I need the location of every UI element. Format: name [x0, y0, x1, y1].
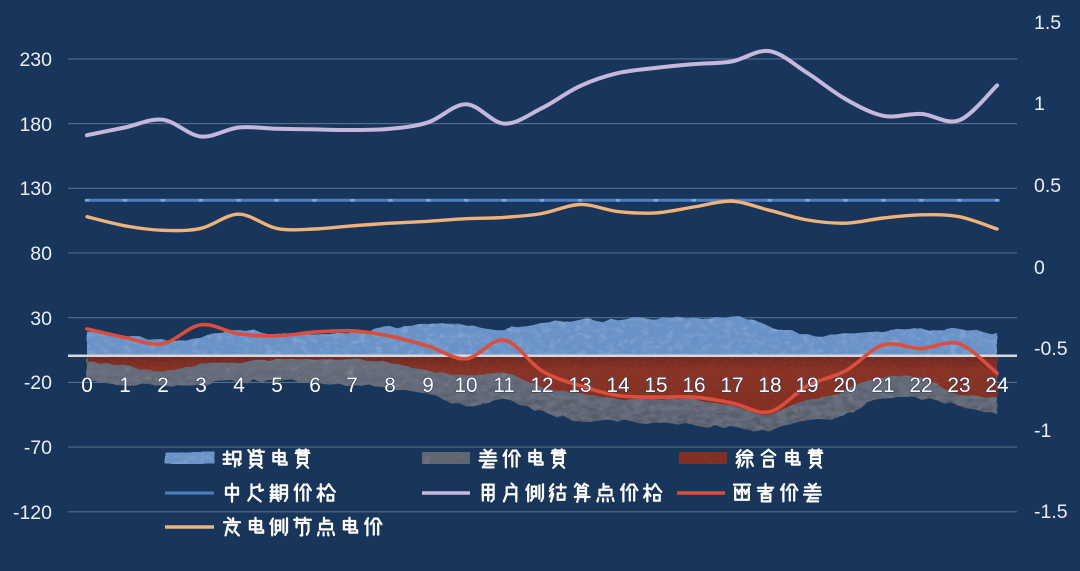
svg-text:2: 2: [157, 374, 169, 397]
svg-text:9: 9: [422, 374, 434, 397]
svg-text:24: 24: [985, 374, 1008, 397]
svg-text:16: 16: [682, 374, 705, 397]
svg-text:7: 7: [346, 374, 358, 397]
svg-text:10: 10: [454, 374, 477, 397]
svg-text:-0.5: -0.5: [1034, 338, 1068, 360]
svg-text:21: 21: [871, 374, 894, 397]
svg-text:-120: -120: [13, 502, 52, 524]
svg-text:1: 1: [1034, 93, 1045, 115]
svg-text:3: 3: [195, 374, 207, 397]
svg-text:-20: -20: [24, 372, 52, 394]
svg-text:19: 19: [795, 374, 818, 397]
svg-text:12: 12: [530, 374, 553, 397]
svg-text:1.5: 1.5: [1034, 12, 1061, 34]
svg-text:130: 130: [19, 178, 52, 200]
svg-text:15: 15: [644, 374, 667, 397]
svg-text:8: 8: [384, 374, 396, 397]
svg-text:4: 4: [233, 374, 245, 397]
svg-text:13: 13: [568, 374, 591, 397]
svg-text:20: 20: [833, 374, 856, 397]
svg-text:23: 23: [947, 374, 970, 397]
svg-text:0: 0: [1034, 257, 1045, 279]
svg-text:180: 180: [19, 114, 52, 136]
svg-text:0: 0: [81, 374, 93, 397]
svg-text:0.5: 0.5: [1034, 175, 1061, 197]
svg-text:-1.5: -1.5: [1034, 501, 1068, 523]
svg-text:230: 230: [19, 49, 52, 71]
svg-text:11: 11: [493, 374, 515, 397]
svg-text:5: 5: [271, 374, 283, 397]
svg-text:30: 30: [30, 308, 52, 330]
svg-text:18: 18: [758, 374, 781, 397]
svg-text:1: 1: [119, 374, 131, 397]
svg-text:-70: -70: [24, 437, 52, 459]
svg-text:80: 80: [30, 243, 52, 265]
svg-text:-1: -1: [1034, 420, 1051, 442]
svg-text:17: 17: [720, 374, 743, 397]
svg-text:14: 14: [606, 374, 629, 397]
svg-text:22: 22: [909, 374, 932, 397]
svg-text:6: 6: [309, 374, 321, 397]
